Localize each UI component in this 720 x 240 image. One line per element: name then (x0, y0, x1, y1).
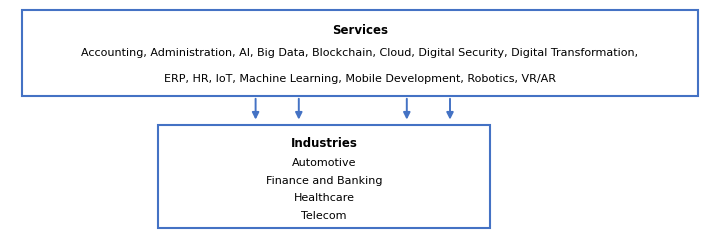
Text: Accounting, Administration, AI, Big Data, Blockchain, Cloud, Digital Security, D: Accounting, Administration, AI, Big Data… (81, 48, 639, 58)
Text: ERP, HR, IoT, Machine Learning, Mobile Development, Robotics, VR/AR: ERP, HR, IoT, Machine Learning, Mobile D… (164, 74, 556, 84)
Text: Industries: Industries (291, 137, 357, 150)
Text: Telecom: Telecom (301, 211, 347, 221)
Text: Automotive: Automotive (292, 158, 356, 168)
Text: Services: Services (332, 24, 388, 37)
FancyBboxPatch shape (158, 125, 490, 228)
Text: Healthcare: Healthcare (294, 193, 354, 204)
Text: Finance and Banking: Finance and Banking (266, 176, 382, 186)
FancyBboxPatch shape (22, 10, 698, 96)
